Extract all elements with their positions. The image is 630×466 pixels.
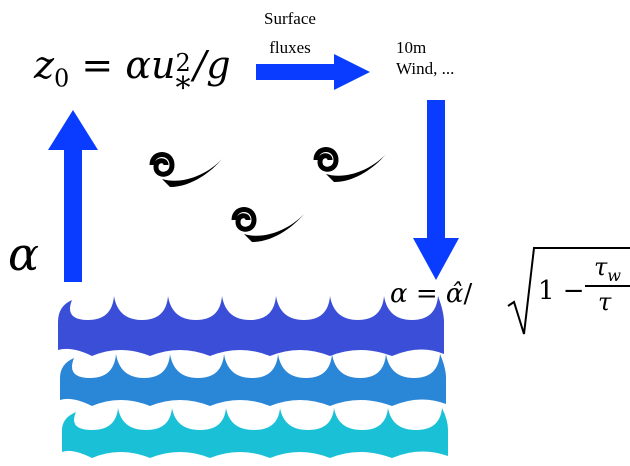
z0-slash-g: /g — [193, 43, 231, 87]
formula-alpha: α = α̂/ — [390, 278, 472, 310]
wind-swirl-icon — [231, 207, 304, 242]
alpha-denominator: τ — [598, 288, 612, 316]
surface-fluxes-label: Surface fluxes — [264, 8, 316, 58]
wave-band-top — [58, 296, 444, 356]
wave-band-bottom — [62, 408, 448, 458]
wind-label-line2: Wind, ... — [396, 59, 455, 78]
wave-band-middle — [60, 354, 446, 406]
z0-subscript: 0 — [54, 64, 70, 93]
surface-fluxes-line1: Surface — [264, 9, 316, 28]
ocean-wave-icon — [58, 296, 448, 458]
z0-u-superscript: 2 — [175, 49, 191, 77]
up-arrow-icon — [48, 110, 98, 282]
wind-swirl-icon — [149, 152, 222, 187]
down-arrow-icon — [413, 100, 459, 280]
alpha-one-minus: 1 − — [538, 276, 585, 306]
right-arrow-icon — [256, 54, 370, 90]
z0-equals: = — [81, 43, 114, 87]
alpha-hat: α̂ — [445, 279, 464, 309]
wind-label: 10m Wind, ... — [396, 37, 454, 79]
wind-swirl-icon — [313, 147, 386, 182]
z0-symbol: z — [34, 43, 55, 87]
z0-alpha: α — [125, 43, 152, 87]
tau-numerator: τ — [594, 253, 608, 281]
alpha-numerator: τw — [594, 253, 621, 283]
sqrt-sign-icon — [507, 247, 630, 335]
wind-label-line1: 10m — [396, 38, 427, 57]
alpha-equals: = — [415, 279, 438, 309]
tau-numerator-subscript: w — [607, 265, 621, 285]
alpha-slash: / — [463, 279, 473, 309]
z0-u-subscript: * — [175, 71, 191, 106]
z0-u: u — [151, 43, 176, 87]
surface-fluxes-line2: fluxes — [269, 38, 311, 57]
alpha-lhs: α — [390, 279, 408, 309]
formula-z0: z0 = αu 2 */g — [34, 40, 231, 106]
alpha-symbol: α — [8, 227, 40, 281]
